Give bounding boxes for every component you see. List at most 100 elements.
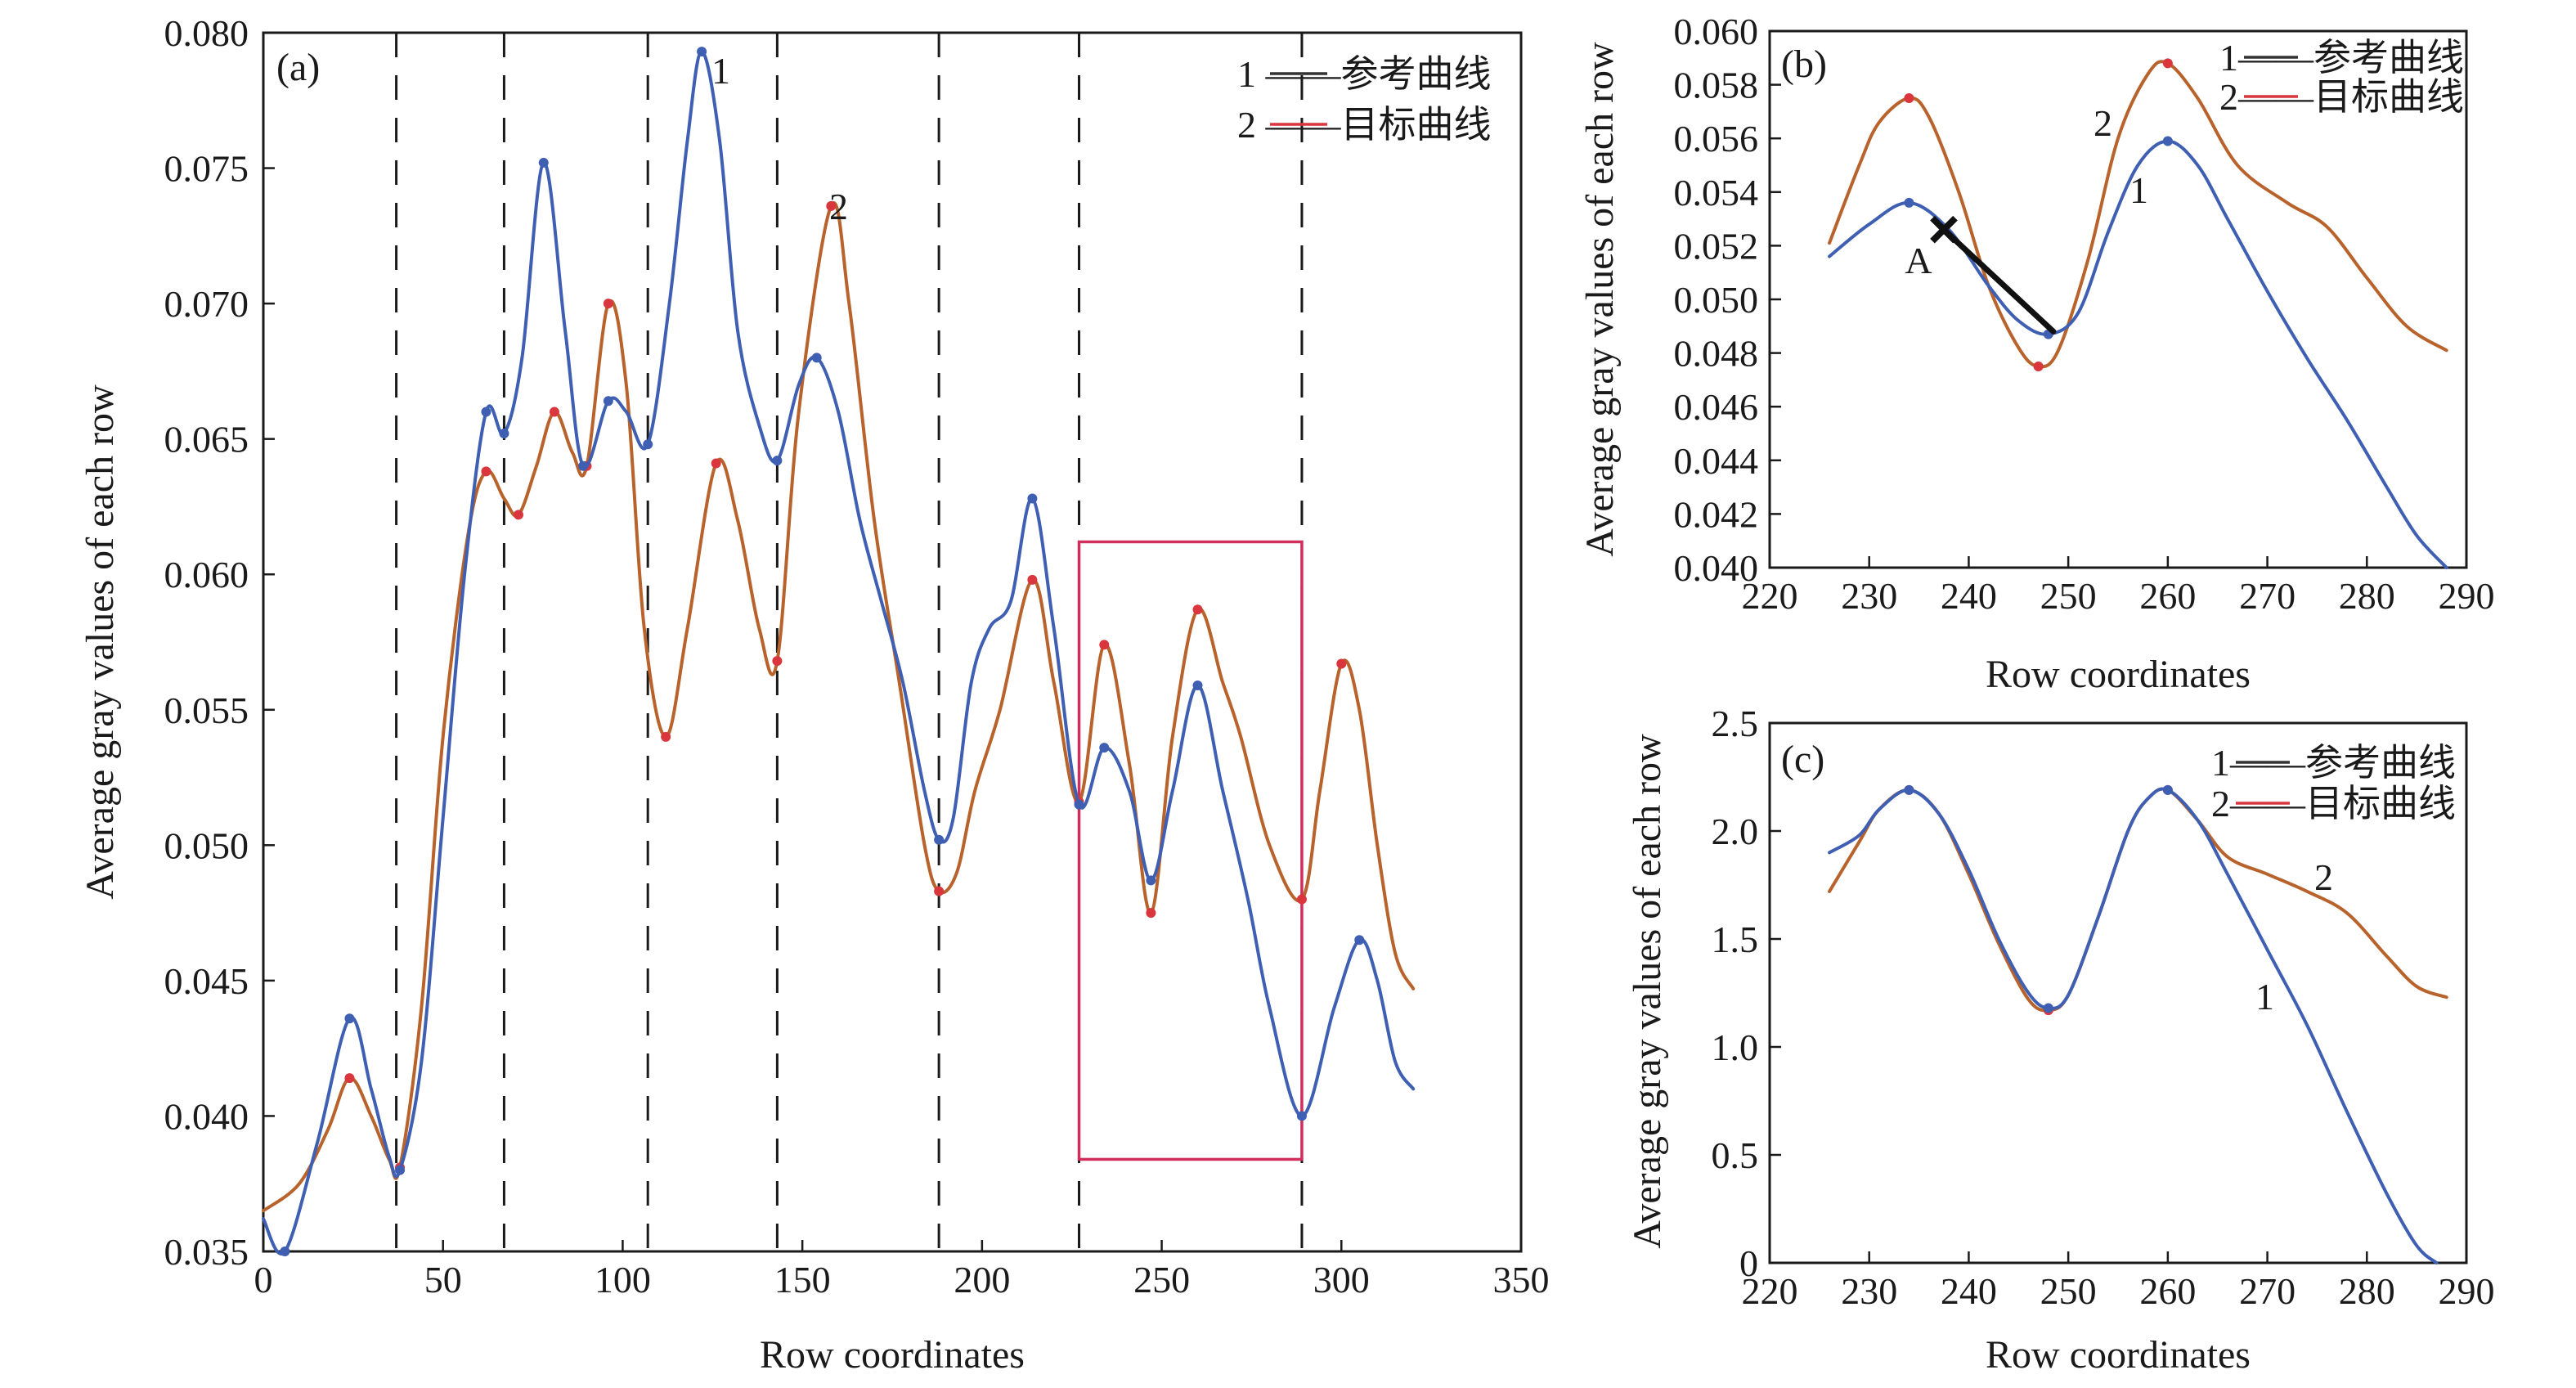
extremum-marker-a-1-43 [1146, 875, 1156, 886]
extremum-marker-a-2-10 [481, 466, 491, 477]
extremum-marker-a-1-38 [1027, 493, 1038, 504]
x-tick-label-c-0: 220 [1742, 1270, 1798, 1312]
series-line-c-1 [1828, 787, 2439, 1264]
x-tick-label-b-7: 290 [2439, 575, 2495, 617]
y-tick-label-b-0: 0.040 [1674, 547, 1759, 589]
extremum-marker-a-1-21 [697, 47, 707, 57]
y-tick-label-a-4: 0.055 [164, 690, 249, 731]
extremum-marker-a-2-14 [549, 407, 559, 417]
x-axis-title-b: Row coordinates [1986, 653, 2251, 696]
panel-label-c: (c) [1781, 738, 1824, 781]
panel-a: 0 50 100 150 200 250 300 350 0.0350.0400.0450.0… [79, 12, 1550, 1377]
y-axis-title-c: Average gray values of each row [1626, 734, 1669, 1249]
extremum-marker-a-1-40 [1074, 799, 1084, 810]
x-tick-label-b-2: 240 [1941, 575, 1997, 617]
y-tick-label-b-10: 0.060 [1674, 11, 1759, 52]
y-ticks-b: 0.040 0.042 0.044 0.046 0.048 0.050 0.052 0.054… [1674, 11, 1781, 589]
extremum-marker-a-1-11 [499, 429, 509, 439]
y-tick-label-a-1: 0.040 [164, 1095, 249, 1137]
y-axis-title-b: Average gray values of each row [1578, 42, 1622, 557]
x-tick-label-c-6: 280 [2339, 1270, 2395, 1312]
x-tick-label-a-6: 300 [1313, 1259, 1370, 1300]
extremum-marker-a-1-15 [578, 460, 589, 471]
extremum-marker-a-1-49 [1296, 1111, 1307, 1121]
x-tick-label-b-0: 220 [1742, 575, 1798, 617]
y-tick-label-a-6: 0.065 [164, 419, 249, 460]
y-ticks-a: 0.035 0.040 0.045 0.050 0.055 0.060 0.065 0.070… [164, 12, 275, 1273]
y-tick-label-c-3: 1.5 [1712, 919, 1759, 960]
x-tick-label-c-5: 270 [2239, 1270, 2296, 1312]
x-tick-label-b-1: 230 [1841, 575, 1897, 617]
x-tick-label-a-0: 0 [254, 1259, 273, 1300]
x-axis-title-c: Row coordinates [1986, 1333, 2251, 1377]
extremum-marker-a-2-43 [1192, 604, 1203, 615]
extremum-marker-a-2-12 [513, 510, 523, 520]
panel-label-b: (b) [1781, 43, 1827, 86]
extremum-marker-b-2-3 [1904, 93, 1914, 103]
x-tick-label-a-2: 100 [595, 1259, 651, 1300]
y-tick-label-a-0: 0.035 [164, 1231, 249, 1273]
y-tick-label-c-4: 2.0 [1712, 811, 1759, 852]
annotation-arrow-b [1930, 215, 2057, 335]
x-tick-label-a-5: 250 [1133, 1259, 1190, 1300]
panel-c: 220 230 240 250 260 270 280 290 0 0.5 1.0 1.5 2.0 2.… [1626, 703, 2495, 1377]
curve-label-b-1: 1 [2129, 169, 2148, 211]
y-tick-label-c-5: 2.5 [1712, 703, 1759, 744]
y-tick-label-c-1: 0.5 [1712, 1134, 1759, 1176]
x-tick-label-b-3: 250 [2040, 575, 2097, 617]
annotation-cross-2 [1930, 215, 1958, 244]
zoom-box-rect [1077, 540, 1304, 1161]
x-tick-label-c-3: 250 [2040, 1270, 2097, 1312]
extremum-marker-a-1-16 [603, 396, 613, 407]
x-ticks-c: 220 230 240 250 260 270 280 290 [1742, 1251, 2495, 1312]
extremum-marker-a-1-18 [643, 439, 653, 450]
axes-frame-a [262, 31, 1523, 1253]
y-tick-label-a-5: 0.060 [164, 554, 249, 595]
extremum-marker-a-2-3 [344, 1073, 355, 1084]
x-tick-label-b-5: 270 [2239, 575, 2296, 617]
y-tick-label-b-8: 0.056 [1674, 118, 1759, 159]
series-line-a-2 [262, 201, 1416, 1213]
y-ticks-c: 0 0.5 1.0 1.5 2.0 2.5 [1712, 703, 1781, 1284]
x-tick-label-a-1: 50 [424, 1259, 462, 1300]
x-axis-title-a: Row coordinates [760, 1333, 1025, 1377]
series-line-a-1 [262, 50, 1416, 1255]
extremum-marker-a-1-41 [1099, 743, 1110, 753]
extremum-marker-a-1-3 [344, 1013, 355, 1024]
y-tick-label-c-0: 0 [1739, 1242, 1758, 1284]
x-tick-label-c-1: 230 [1841, 1270, 1897, 1312]
extremum-marker-a-2-41 [1146, 908, 1156, 919]
extremum-marker-a-2-25 [772, 656, 783, 667]
extremum-marker-a-2-49 [1336, 658, 1347, 669]
y-tick-label-b-3: 0.046 [1674, 386, 1759, 428]
y-tick-label-a-9: 0.080 [164, 12, 249, 54]
x-ticks-a: 0 50 100 150 200 250 300 350 [254, 1240, 1550, 1300]
extremum-marker-c-1-3 [1904, 784, 1914, 795]
extremum-marker-a-1-13 [538, 157, 549, 168]
extremum-marker-b-1-2 [1904, 197, 1914, 208]
annotation-label-a: A [1905, 240, 1932, 281]
x-tick-label-b-4: 260 [2139, 575, 2196, 617]
axes-frame-c [1768, 721, 2468, 1264]
x-tick-label-c-7: 290 [2439, 1270, 2495, 1312]
extremum-marker-a-2-22 [711, 458, 721, 469]
panel-label-a: (a) [276, 46, 320, 89]
extremum-marker-a-1-25 [772, 456, 783, 466]
x-tick-label-c-4: 260 [2139, 1270, 2196, 1312]
curve-label-a-1: 1 [711, 50, 730, 92]
extremum-marker-b-1-10 [2162, 136, 2173, 146]
y-tick-label-a-8: 0.075 [164, 148, 249, 190]
series-a [262, 47, 1416, 1256]
y-tick-label-b-5: 0.050 [1674, 279, 1759, 321]
separator-lines-a [395, 33, 1304, 1251]
y-tick-label-b-9: 0.058 [1674, 65, 1759, 106]
panel-b: 220 230 240 250 260 270 280 290 0.040 0.042 0.044… [1578, 11, 2495, 696]
x-tick-label-a-7: 350 [1493, 1259, 1550, 1300]
extremum-marker-a-1-51 [1354, 935, 1365, 946]
extremum-marker-a-1-27 [811, 353, 822, 363]
extremum-marker-a-2-17 [603, 299, 613, 309]
series-b [1828, 58, 2448, 569]
y-tick-label-b-7: 0.054 [1674, 172, 1759, 213]
annotation-arrow-line [1941, 227, 2057, 335]
